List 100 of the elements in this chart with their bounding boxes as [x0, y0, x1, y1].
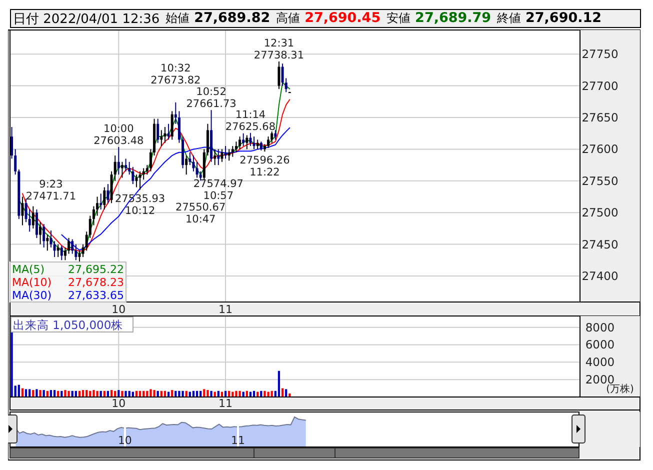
candlestick	[68, 237, 70, 254]
text: MA(30) 27,633.65	[12, 289, 124, 302]
x-tick-label: 10	[118, 434, 132, 447]
bar	[96, 390, 98, 397]
candlestick	[224, 146, 227, 160]
candlestick	[160, 130, 163, 147]
candlestick	[117, 146, 120, 176]
candlestick	[21, 196, 24, 226]
chart-title: 出来高 1,050,000株	[13, 318, 124, 332]
candlestick	[64, 246, 66, 261]
candlestick	[135, 174, 138, 188]
candlestick	[142, 168, 145, 180]
candlestick	[249, 132, 252, 147]
candlestick	[238, 136, 242, 150]
candlestick	[56, 244, 60, 258]
annotation: 10:52 27661.73	[186, 86, 236, 110]
bar	[267, 392, 270, 397]
bar	[121, 390, 124, 397]
candlestick	[71, 238, 74, 254]
bar	[68, 390, 70, 397]
candlestick	[53, 240, 56, 258]
candlestick	[256, 139, 259, 150]
y-tick-label: 27650	[582, 110, 618, 124]
bar	[24, 389, 28, 397]
y-tick-label: 4000	[585, 355, 615, 370]
text: 始値 27,689.82	[166, 10, 270, 26]
y-tick-label: 8000	[585, 320, 615, 334]
candlestick	[96, 196, 99, 216]
candlestick	[185, 155, 188, 176]
candlestick	[199, 170, 202, 181]
candlestick	[274, 130, 277, 140]
text: 終値 27,690.12	[497, 10, 602, 26]
bar	[178, 390, 180, 397]
candlestick	[170, 110, 174, 140]
bar	[235, 390, 238, 397]
bar	[92, 390, 95, 397]
bar	[153, 390, 156, 397]
candlestick	[196, 161, 198, 178]
candlestick	[178, 110, 180, 144]
x-tick-label: 11	[218, 303, 233, 316]
candlestick	[156, 118, 160, 144]
annotation: 10:32 27673.82	[150, 62, 201, 86]
annotation: 9:23 27471.71	[26, 178, 76, 203]
x-tick-label: 11	[218, 397, 233, 410]
bar	[285, 389, 288, 397]
candlestick	[132, 166, 134, 185]
chart-title: 日付 2022/04/01 12:36	[13, 10, 160, 28]
candlestick	[78, 250, 81, 264]
candlestick	[120, 161, 124, 178]
candlestick	[32, 206, 34, 229]
bar	[28, 389, 31, 397]
candlestick	[124, 158, 128, 172]
y-tick-label: 27600	[582, 142, 618, 156]
y-tick-label: 27750	[582, 47, 618, 62]
y-tick-label: 27400	[582, 269, 618, 284]
candlestick	[106, 184, 110, 204]
x-tick-label: 11	[231, 434, 246, 447]
text: MA(5) 27,695.22	[12, 263, 124, 276]
candlestick	[188, 152, 192, 166]
bar	[124, 390, 127, 397]
annotation: 27550.67 10:47	[176, 201, 226, 226]
y-tick-label: 27700	[582, 78, 618, 93]
candlestick	[220, 148, 224, 162]
candlestick	[252, 136, 256, 150]
candlestick	[234, 141, 238, 153]
candlestick	[50, 230, 52, 248]
candlestick	[103, 186, 106, 210]
candlestick	[214, 148, 216, 166]
candlestick	[167, 123, 170, 140]
candlestick	[246, 134, 248, 150]
annotation: 12:31 27738.31	[254, 38, 304, 62]
y-tick-label: 27550	[582, 174, 618, 188]
candlestick	[242, 132, 245, 147]
candlestick	[35, 208, 38, 238]
bar	[238, 390, 241, 397]
candlestick	[42, 224, 46, 248]
bar	[39, 390, 42, 397]
candlestick	[231, 146, 234, 158]
x-tick-label: 10	[112, 303, 126, 316]
y-tick-label: 27450	[582, 237, 618, 252]
bar	[206, 390, 209, 397]
annotation: 27596.26 11:22	[240, 154, 290, 179]
bar	[264, 390, 266, 397]
bar	[36, 389, 38, 397]
candlestick	[138, 170, 142, 190]
candlestick	[278, 61, 280, 90]
bar	[210, 390, 212, 397]
bar	[278, 370, 280, 397]
text: MA(10) 27,678.23	[12, 276, 124, 289]
annotation: 10:00 27603.48	[94, 122, 144, 147]
candlestick	[192, 155, 195, 172]
candlestick	[228, 148, 230, 162]
candlestick	[217, 148, 220, 166]
y-tick-label: 6000	[585, 338, 615, 352]
annotation: 11:14 27625.68	[225, 108, 276, 133]
candlestick	[149, 148, 152, 172]
y-tick-label: 27500	[582, 206, 618, 220]
bar	[64, 390, 66, 397]
candlestick	[100, 193, 102, 210]
candlestick	[267, 136, 270, 148]
